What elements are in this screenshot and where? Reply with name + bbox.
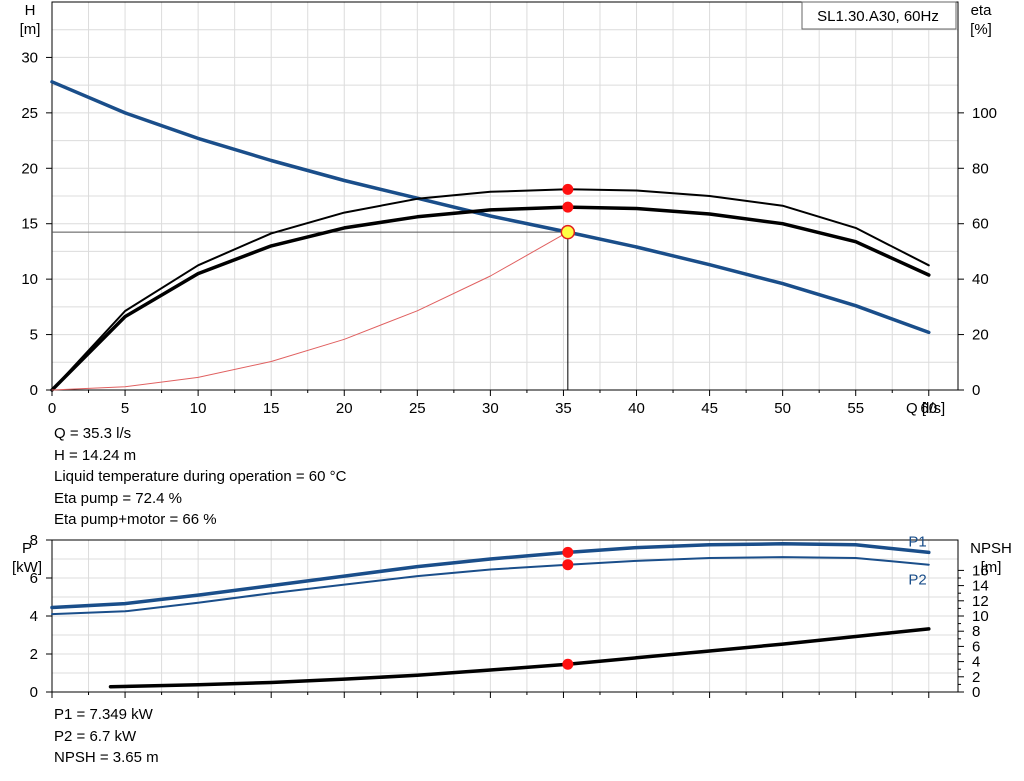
y-left-axis-unit: [kW] [12, 559, 42, 576]
y-left-tick-label: 25 [21, 105, 38, 122]
y-right-tick-label: 100 [972, 105, 997, 122]
y-right-tick-label: 4 [972, 654, 980, 671]
info-liquid-temperature: Liquid temperature during operation = 60… [54, 468, 347, 485]
series-line-npsh [108, 627, 931, 689]
y-right-tick-label: 2 [972, 669, 980, 686]
power-info: P1 = 7.349 kW P2 = 6.7 kW NPSH = 3.65 m [54, 704, 159, 769]
x-axis-label: Q [l/s] [906, 400, 945, 417]
y-right-tick-label: 0 [972, 684, 980, 701]
x-tick-label: 55 [847, 400, 864, 417]
y-left-tick-label: 4 [30, 608, 38, 625]
y-left-tick-label: 10 [21, 271, 38, 288]
x-tick-label: 45 [701, 400, 718, 417]
power-point-marker [562, 546, 574, 558]
y-left-axis-label: H [25, 2, 36, 19]
x-tick-label: 60 [920, 400, 937, 417]
y-right-axis-label: NPSH [970, 540, 1012, 557]
y-right-tick-label: 0 [972, 382, 980, 399]
y-right-tick-label: 6 [972, 638, 980, 655]
y-left-axis-unit: [m] [20, 21, 41, 38]
x-tick-label: 40 [628, 400, 645, 417]
x-tick-label: 35 [555, 400, 572, 417]
operating-point-info: Q = 35.3 l/s H = 14.24 m Liquid temperat… [54, 423, 346, 531]
series-line-p2 [51, 556, 930, 616]
operating-point-marker [560, 224, 576, 240]
info-head: H = 14.24 m [54, 446, 137, 464]
info-eta-pump-motor: Eta pump+motor = 66 % [54, 511, 217, 528]
x-tick-label: 25 [409, 400, 426, 417]
y-left-tick-label: 15 [21, 216, 38, 233]
y-left-tick-label: 6 [30, 570, 38, 587]
x-tick-label: 30 [482, 400, 499, 417]
series-line-eta-pump [51, 188, 930, 391]
series-line-system-curve [51, 231, 569, 391]
y-right-tick-label: 12 [972, 593, 989, 610]
x-tick-label: 0 [48, 400, 56, 417]
x-tick-label: 5 [121, 400, 129, 417]
y-right-tick-label: 14 [972, 578, 989, 595]
chart-title: SL1.30.A30, 60Hz [817, 8, 939, 25]
info-npsh: NPSH = 3.65 m [54, 749, 159, 766]
y-left-tick-label: 30 [21, 49, 38, 66]
y-left-tick-label: 2 [30, 646, 38, 663]
y-right-tick-label: 8 [972, 623, 980, 640]
x-tick-label: 50 [774, 400, 791, 417]
y-right-axis-label: eta [971, 2, 993, 19]
y-right-tick-label: 20 [972, 327, 989, 344]
series-label-p2: P2 [908, 572, 926, 589]
power-point-marker [562, 559, 574, 571]
info-p2: P2 = 6.7 kW [54, 727, 137, 745]
info-p1: P1 = 7.349 kW [54, 706, 153, 723]
x-tick-label: 10 [190, 400, 207, 417]
title-box [801, 1, 957, 30]
info-flow: Q = 35.3 l/s [54, 425, 132, 442]
y-right-tick-label: 80 [972, 160, 989, 177]
y-left-tick-label: 0 [30, 684, 38, 701]
y-right-axis-unit: [%] [970, 21, 992, 38]
series-line-eta-pump-motor [50, 205, 931, 392]
info-eta-pump: Eta pump = 72.4 % [54, 489, 182, 507]
power-point-marker [562, 658, 574, 670]
series-line-p1 [50, 542, 931, 610]
y-left-axis-label: P [22, 540, 32, 557]
y-left-tick-label: 0 [30, 382, 38, 399]
series-label-p1: P1 [908, 533, 926, 550]
efficiency-point-marker [562, 183, 574, 195]
y-right-axis-unit: [m] [981, 559, 1002, 576]
x-tick-label: 20 [336, 400, 353, 417]
x-tick-label: 15 [263, 400, 280, 417]
y-left-tick-label: 8 [30, 532, 38, 549]
y-right-tick-label: 60 [972, 216, 989, 233]
y-left-tick-label: 5 [30, 327, 38, 344]
y-right-tick-label: 40 [972, 271, 989, 288]
y-left-tick-label: 20 [21, 160, 38, 177]
plot-frame-top [51, 1, 959, 391]
series-line-head [50, 80, 931, 335]
efficiency-point-marker [562, 201, 574, 213]
y-right-tick-label: 10 [972, 608, 989, 625]
y-right-tick-label: 16 [972, 562, 989, 579]
